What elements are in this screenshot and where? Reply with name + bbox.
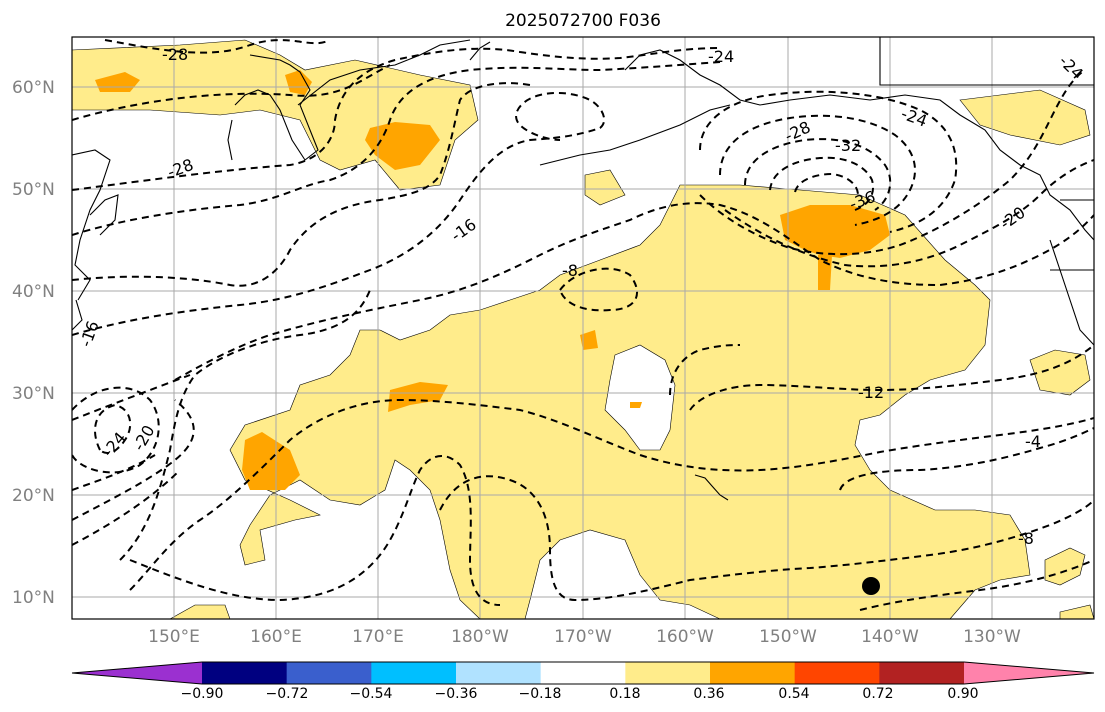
colorbar-segment xyxy=(540,662,626,684)
lon-label: 170°E xyxy=(352,627,404,647)
colorbar-extend-max xyxy=(964,662,1094,684)
map-panel: -28 -24 -24 -28 -32 -36 -28 -16 -8 -20 -… xyxy=(71,36,1095,620)
colorbar-segment xyxy=(710,662,796,684)
contour-label: -32 xyxy=(835,136,861,155)
colorbar-segment xyxy=(202,662,288,684)
lon-label: 160°E xyxy=(250,627,302,647)
map-title: 2025072700 F036 xyxy=(505,11,661,31)
contour-label: -4 xyxy=(1025,432,1041,451)
colorbar-tick-label: 0.54 xyxy=(778,686,809,702)
colorbar-tick-label: 0.72 xyxy=(862,686,893,702)
contour-label: -8 xyxy=(562,261,578,280)
coastlines xyxy=(72,37,1094,501)
colorbar-segment xyxy=(371,662,457,684)
colorbar-tick-labels: −0.90 −0.72 −0.54 −0.36 −0.18 0.18 0.36 … xyxy=(181,686,979,702)
lat-label: 10°N xyxy=(12,588,55,608)
colorbar-tick-label: 0.36 xyxy=(693,686,724,702)
colorbar-tick-label: 0.18 xyxy=(609,686,640,702)
colorbar-segment xyxy=(286,662,372,684)
lat-label: 20°N xyxy=(12,486,55,506)
map-frame xyxy=(71,36,1095,620)
location-marker xyxy=(862,577,880,595)
colorbar-tick-label: −0.36 xyxy=(435,686,478,702)
lon-label: 180°W xyxy=(451,627,509,647)
colorbar xyxy=(71,661,1095,685)
lon-label: 160°W xyxy=(656,627,714,647)
lon-label: 150°W xyxy=(759,627,817,647)
lon-label: 140°W xyxy=(861,627,919,647)
contour-label: -12 xyxy=(858,383,884,402)
colorbar-tick-label: 0.90 xyxy=(947,686,978,702)
lat-label: 30°N xyxy=(12,384,55,404)
longitude-labels: 150°E 160°E 170°E 180°W 170°W 160°W 150°… xyxy=(148,627,1021,647)
lon-label: 150°E xyxy=(148,627,200,647)
colorbar-tick-label: −0.90 xyxy=(181,686,224,702)
colorbar-extend-min xyxy=(72,662,202,684)
lon-label: 130°W xyxy=(963,627,1021,647)
shaded-field-orange xyxy=(95,70,890,490)
colorbar-outline xyxy=(71,661,1095,685)
lat-label: 50°N xyxy=(12,180,55,200)
gridlines xyxy=(72,37,1094,619)
contour-label: -28 xyxy=(162,45,188,64)
latitude-labels: 60°N 50°N 40°N 30°N 20°N 10°N xyxy=(12,78,55,608)
colorbar-segment xyxy=(456,662,542,684)
contour-label: -24 xyxy=(708,47,734,66)
contour-lines xyxy=(72,39,1094,611)
colorbar-segment xyxy=(794,662,880,684)
colorbar-tick-label: −0.72 xyxy=(266,686,309,702)
colorbar-tick-label: −0.54 xyxy=(350,686,393,702)
contour-label: -8 xyxy=(1018,529,1034,548)
colorbar-tick-label: −0.18 xyxy=(519,686,562,702)
colorbar-segment xyxy=(625,662,711,684)
lat-label: 40°N xyxy=(12,282,55,302)
colorbar-segment xyxy=(879,662,965,684)
lon-label: 170°W xyxy=(554,627,612,647)
lat-label: 60°N xyxy=(12,78,55,98)
